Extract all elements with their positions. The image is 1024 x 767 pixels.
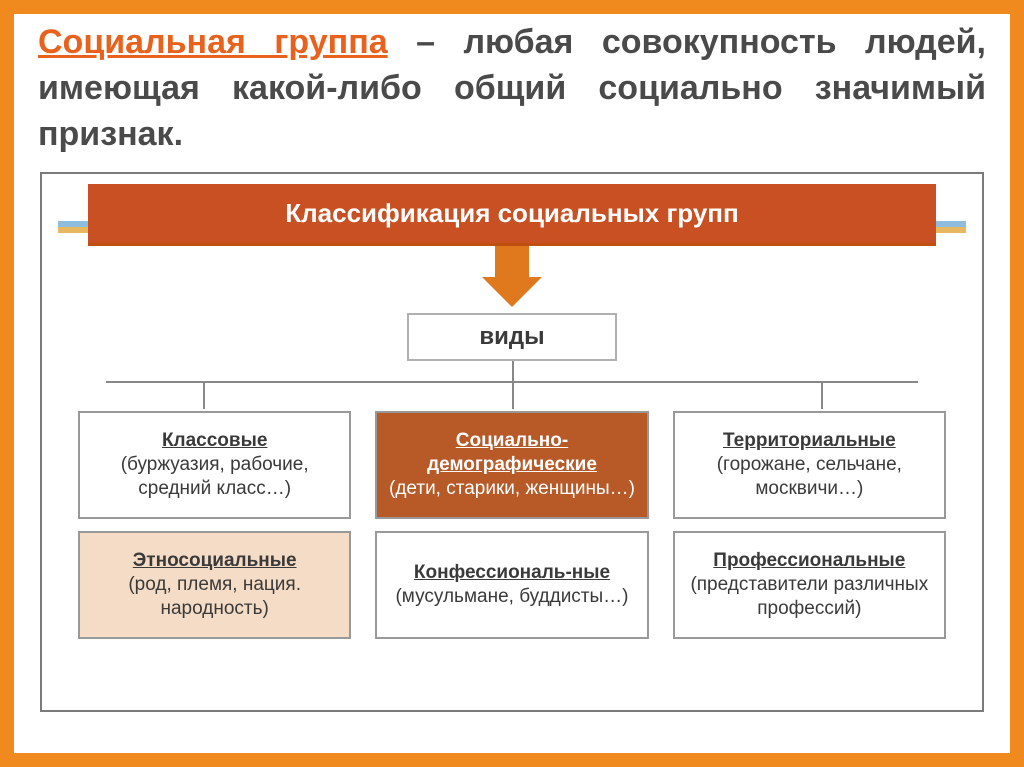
definition-text: Социальная группа – любая совокупность л…: [14, 14, 1010, 158]
types-box: виды: [407, 313, 617, 361]
connector-v-3: [821, 381, 823, 409]
cell-label: Социально-демографические: [385, 429, 638, 477]
cell-3: Этносоциальные(род, племя, нация. народн…: [78, 531, 351, 639]
cell-label: Этносоциальные: [88, 549, 341, 573]
arrow-head: [482, 277, 542, 307]
cell-label: Классовые: [88, 429, 341, 453]
diagram-area: Классификация социальных групп виды Клас…: [40, 172, 984, 712]
cell-label: Территориальные: [683, 429, 936, 453]
cell-subtext: (мусульмане, буддисты…): [385, 585, 638, 609]
connectors: [106, 361, 918, 411]
cell-1: Социально-демографические(дети, старики,…: [375, 411, 648, 519]
cell-subtext: (представители различных профессий): [683, 573, 936, 621]
cell-5: Профессиональные(представители различных…: [673, 531, 946, 639]
cell-label: Профессиональные: [683, 549, 936, 573]
slide-frame: Социальная группа – любая совокупность л…: [0, 0, 1024, 767]
cell-label: Конфессиональ-ные: [385, 561, 638, 585]
cell-subtext: (дети, старики, женщины…): [385, 477, 638, 501]
term: Социальная группа: [38, 23, 388, 61]
connector-v-1: [203, 381, 205, 409]
cell-4: Конфессиональ-ные(мусульмане, буддисты…): [375, 531, 648, 639]
cell-0: Классовые(буржуазия, рабочие, средний кл…: [78, 411, 351, 519]
diagram-title: Классификация социальных групп: [88, 184, 936, 246]
cell-subtext: (буржуазия, рабочие, средний класс…): [88, 453, 341, 501]
connector-v-center: [512, 361, 514, 381]
connector-v-2: [512, 381, 514, 409]
cell-2: Территориальные(горожане, сельчане, моск…: [673, 411, 946, 519]
cell-subtext: (горожане, сельчане, москвичи…): [683, 453, 936, 501]
cells-grid: Классовые(буржуазия, рабочие, средний кл…: [58, 411, 966, 639]
cell-subtext: (род, племя, нация. народность): [88, 573, 341, 621]
